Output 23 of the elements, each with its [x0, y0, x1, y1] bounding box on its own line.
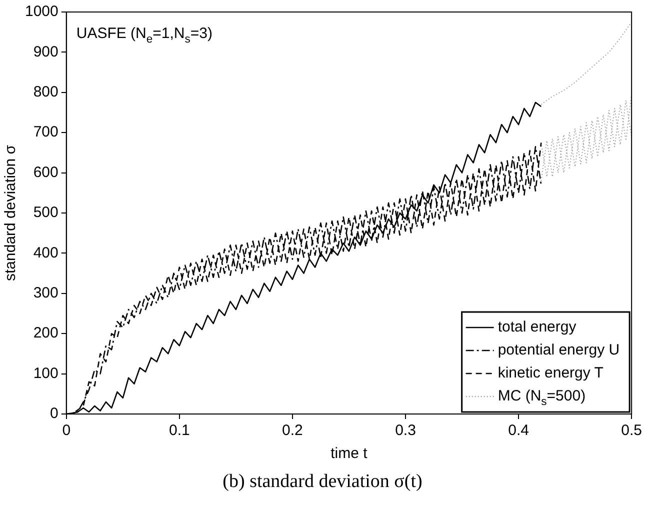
- x-tick-label: 0.3: [395, 422, 416, 440]
- y-tick-label: 300: [33, 284, 58, 302]
- y-tick-label: 0: [50, 405, 58, 422]
- x-axis-title: time t: [330, 445, 368, 462]
- x-tick-label: 0.2: [282, 422, 303, 440]
- y-axis-title: standard deviation σ: [2, 144, 20, 282]
- x-tick-label: 0.1: [168, 422, 190, 440]
- legend-label: kinetic energy T: [498, 364, 604, 382]
- y-tick-label: 600: [33, 164, 58, 181]
- y-tick-label: 900: [33, 43, 58, 60]
- y-tick-label: 700: [33, 124, 58, 141]
- y-tick-label: 100: [33, 364, 58, 382]
- legend-label: potential energy U: [498, 342, 620, 359]
- y-tick-label: 1000: [24, 3, 58, 20]
- x-tick-label: 0.4: [508, 422, 529, 440]
- y-tick-label: 500: [33, 204, 58, 222]
- x-tick-label: 0.5: [621, 422, 642, 440]
- x-tick-label: 0: [62, 422, 71, 440]
- y-tick-label: 800: [33, 84, 58, 101]
- text: (b) standard deviation σ(t): [222, 471, 424, 493]
- legend-label: total energy: [498, 318, 577, 336]
- y-tick-label: 200: [33, 324, 58, 342]
- y-tick-label: 400: [33, 244, 58, 262]
